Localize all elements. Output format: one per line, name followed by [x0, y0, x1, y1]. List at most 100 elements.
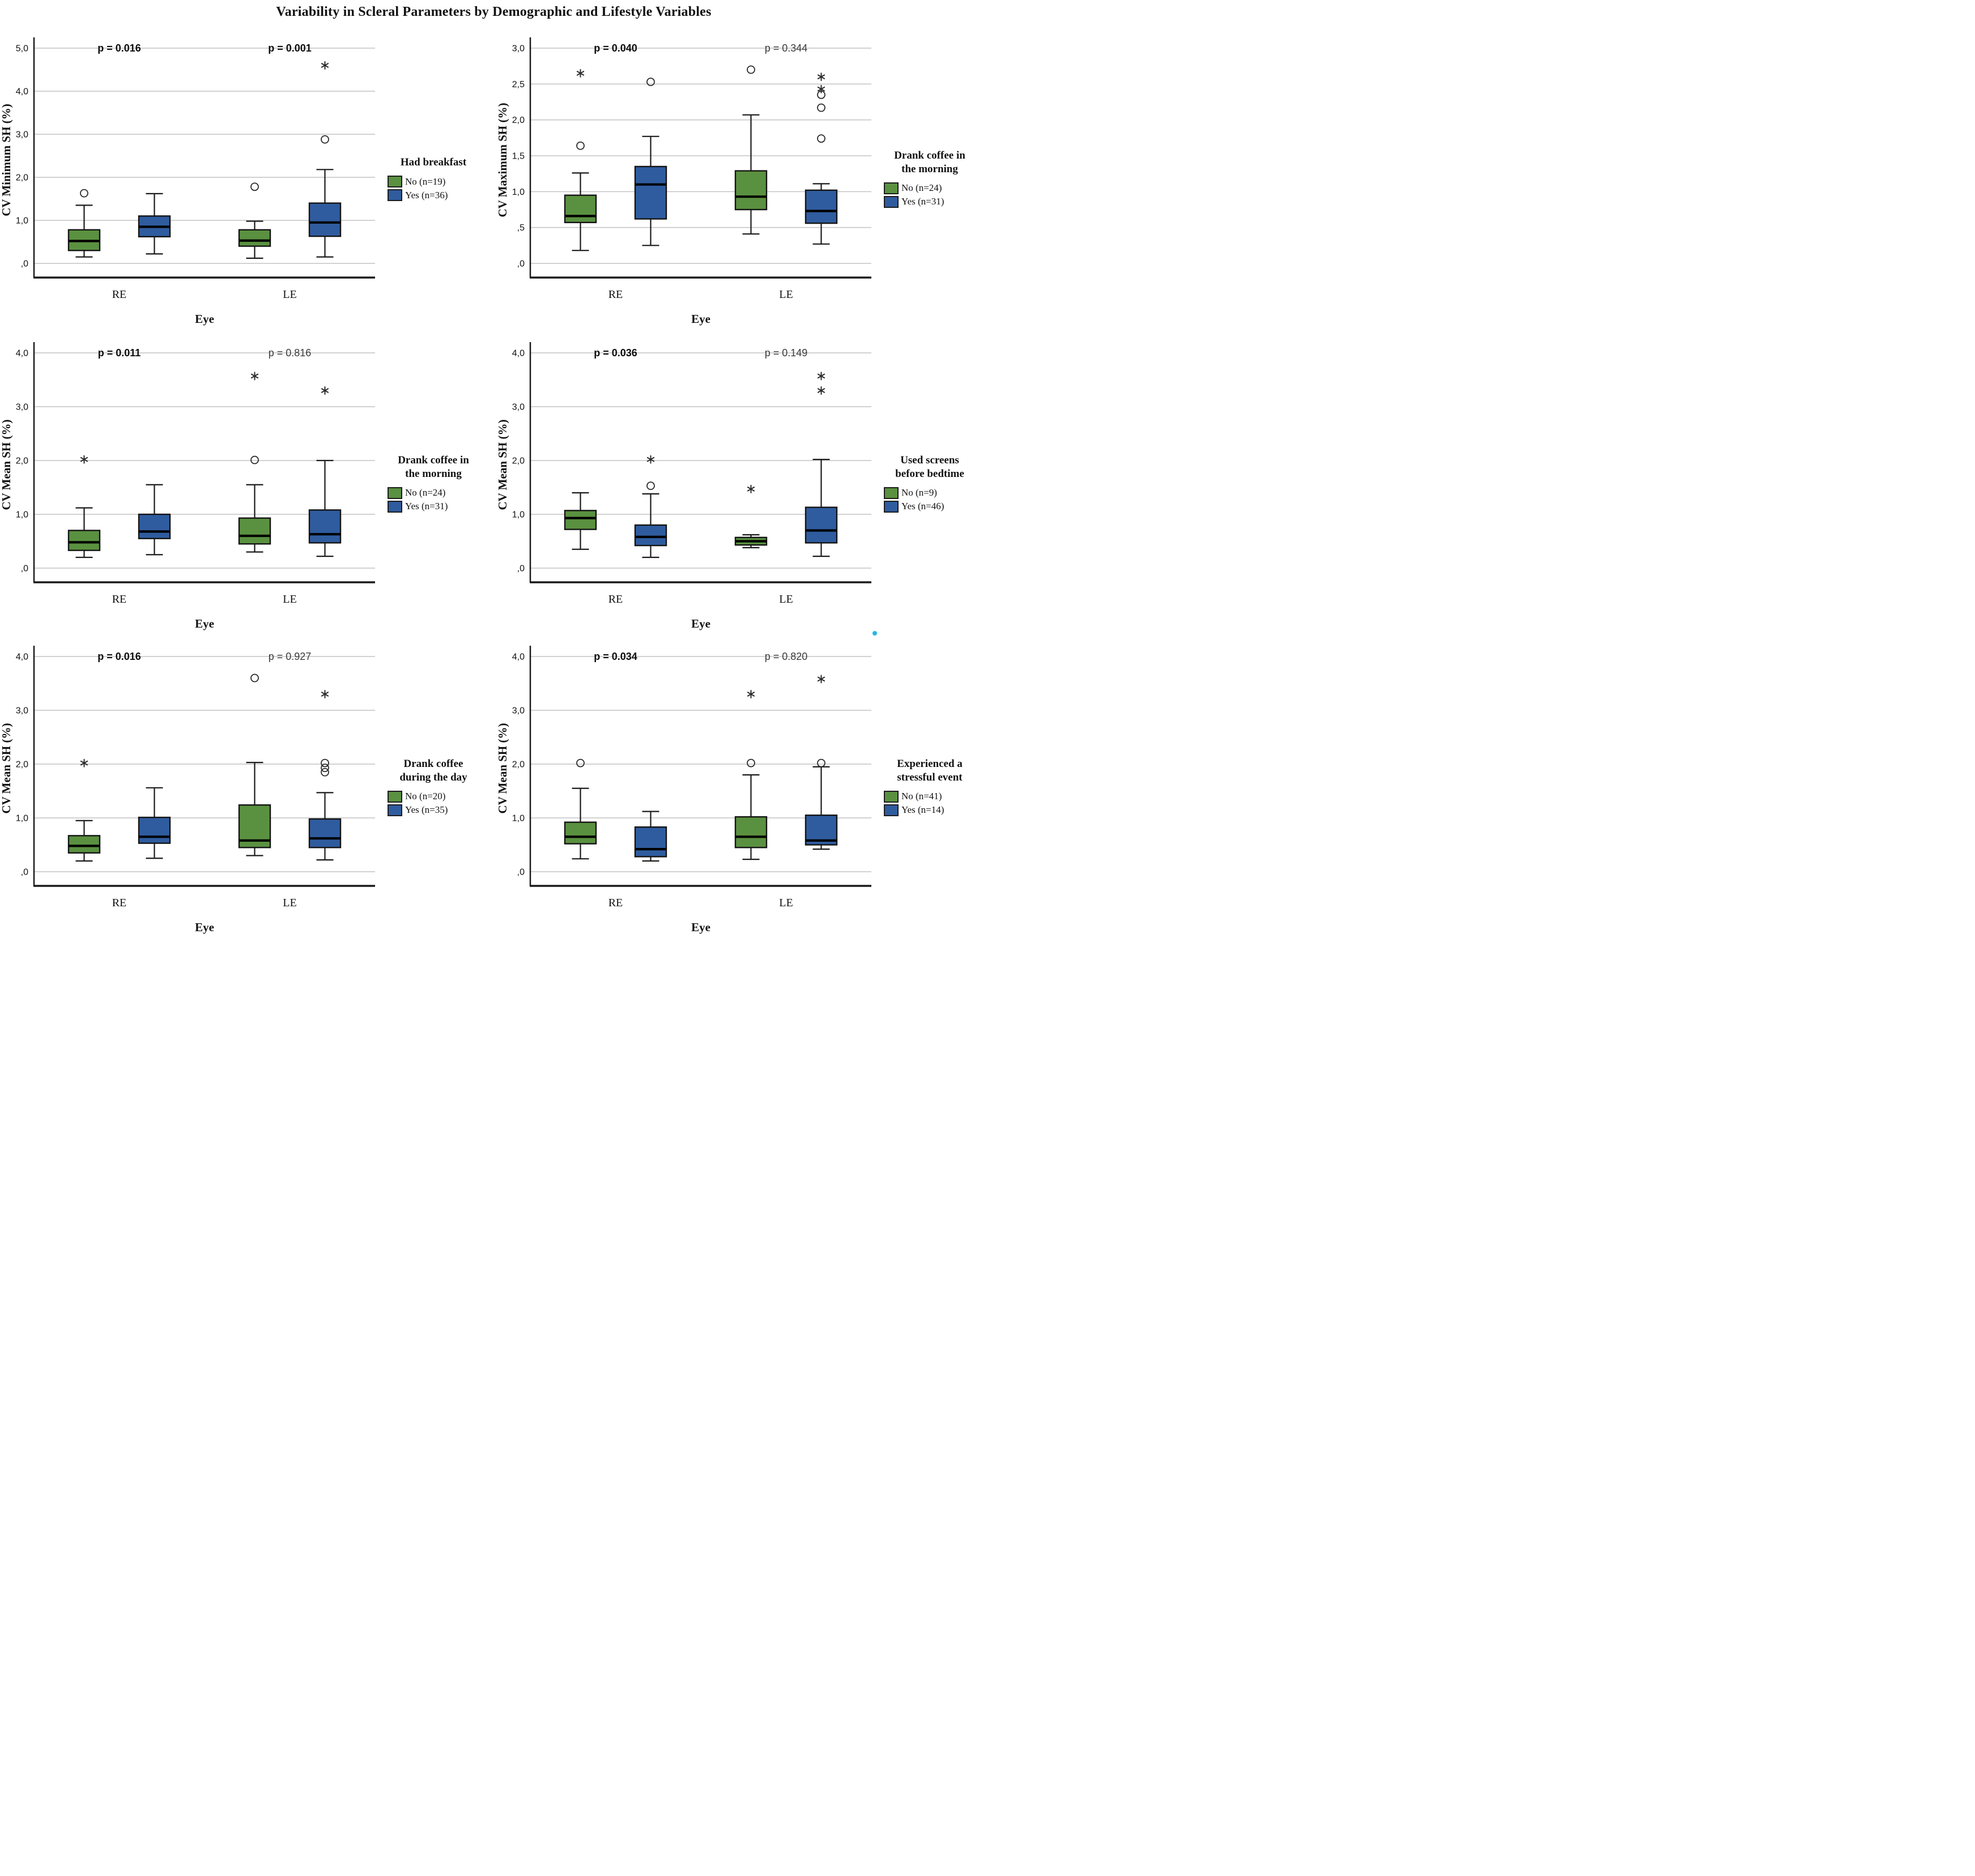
box-RE-No	[564, 194, 597, 223]
legend-title: Drank coffee during the day	[399, 758, 467, 783]
legend-swatch-yes-icon	[388, 189, 402, 202]
legend-item-yes: Yes (n=35)	[388, 804, 448, 816]
y-tick-label: 2,5	[512, 80, 525, 89]
y-tick-label: 1,0	[512, 187, 525, 197]
legend-item-yes: Yes (n=36)	[388, 189, 448, 202]
legend-label-yes: Yes (n=46)	[901, 501, 944, 512]
legend-swatch-yes-icon	[884, 804, 899, 816]
legend-item-yes: Yes (n=46)	[884, 500, 944, 513]
box-LE-Yes	[308, 509, 342, 544]
legend-title: Drank coffee in the morning	[398, 454, 469, 480]
y-tick-label: 1,0	[512, 510, 525, 520]
outlier-star-icon	[321, 388, 329, 393]
y-tick-label: 1,0	[16, 510, 28, 520]
outlier-circle-icon	[321, 764, 329, 773]
outlier-star-icon	[321, 63, 329, 68]
y-tick-label: 5,0	[16, 44, 28, 54]
y-tick-label: ,0	[517, 259, 525, 269]
box-LE-Yes	[805, 506, 838, 544]
y-tick-label: 2,0	[16, 457, 28, 466]
y-axis-title: CV Mean SH (%)	[0, 419, 13, 510]
outlier-star-icon	[576, 71, 585, 76]
outlier-star-icon	[80, 457, 88, 462]
legend-label-no: No (n=24)	[405, 487, 446, 498]
y-tick-label: 2,0	[512, 457, 525, 466]
y-tick-label: 3,0	[512, 44, 525, 54]
legend-title: Used screens before bedtime	[895, 454, 964, 480]
y-axis-title: CV Mean SH (%)	[496, 419, 509, 510]
box-LE-Yes	[805, 189, 838, 224]
outlier-circle-icon	[80, 189, 88, 198]
outlier-circle-icon	[321, 135, 329, 144]
box-RE-No	[67, 530, 101, 551]
p-value-label: p = 0.149	[765, 347, 808, 359]
legend-title: Experienced a stressful event	[897, 758, 963, 783]
p-value-label: p = 0.016	[97, 651, 141, 662]
y-axis-title: CV Mean SH (%)	[0, 723, 13, 813]
outlier-circle-icon	[747, 65, 755, 74]
legend-title: Drank coffee in the morning	[894, 150, 965, 175]
y-tick-label: ,5	[517, 223, 525, 233]
panel-coffee-morning-maximum: ,0 ,5 1,0 1,5 2,0 2,5 3,0 CV Maximum SH (%) p = …	[496, 26, 988, 331]
boxplot-stressful-event: ,0 1,0 2,0 3,0 4,0 CV Mean SH (%) p = 0.034 p =…	[496, 646, 871, 934]
y-tick-label: 1,0	[16, 814, 28, 824]
legend-coffee-day: Drank coffee during the day No (n=20) Ye…	[380, 757, 487, 816]
outlier-circle-icon	[250, 182, 259, 191]
stray-cyan-dot	[872, 631, 877, 636]
legend-item-yes: Yes (n=14)	[884, 804, 944, 816]
legend-item-no: No (n=9)	[884, 487, 944, 499]
legend-title: Had breakfast	[400, 156, 467, 168]
y-tick-label: ,0	[21, 564, 28, 574]
x-tick-label: LE	[779, 288, 793, 301]
x-tick-label: RE	[112, 897, 127, 909]
outlier-star-icon	[817, 86, 825, 92]
x-axis-title: Eye	[691, 312, 710, 326]
legend-label-no: No (n=24)	[901, 182, 942, 194]
legend-label-no: No (n=19)	[405, 176, 446, 187]
legend-item-no: No (n=24)	[388, 487, 448, 499]
legend-item-no: No (n=19)	[388, 176, 448, 188]
outlier-star-icon	[817, 74, 825, 79]
x-tick-label: LE	[283, 288, 296, 301]
x-tick-label: RE	[112, 593, 127, 606]
y-tick-label: 3,0	[16, 130, 28, 140]
boxplot-coffee-day: ,0 1,0 2,0 3,0 4,0 CV Mean SH (%) p = 0.016 p =…	[0, 646, 375, 934]
panel-stressful-event: ,0 1,0 2,0 3,0 4,0 CV Mean SH (%) p = 0.034 p =…	[496, 636, 988, 938]
outlier-circle-icon	[817, 758, 825, 768]
legend-swatch-yes-icon	[388, 804, 402, 816]
outlier-circle-icon	[321, 768, 329, 777]
box-LE-Yes	[308, 202, 342, 237]
x-tick-label: LE	[779, 897, 793, 909]
outlier-circle-icon	[576, 758, 585, 768]
legend-swatch-no-icon	[884, 487, 899, 499]
legend-swatch-no-icon	[388, 487, 402, 499]
outlier-circle-icon	[646, 78, 655, 86]
y-tick-label: ,0	[517, 564, 525, 574]
p-value-label: p = 0.820	[765, 651, 808, 662]
y-tick-label: 2,0	[16, 173, 28, 183]
box-LE-No	[238, 229, 271, 247]
x-tick-label: RE	[112, 288, 127, 301]
p-value-label: p = 0.001	[268, 42, 312, 54]
x-tick-label: RE	[608, 288, 623, 301]
box-RE-Yes	[138, 513, 171, 539]
outlier-circle-icon	[817, 103, 825, 112]
x-axis-title: Eye	[691, 920, 710, 934]
y-tick-label: 4,0	[512, 349, 525, 359]
y-tick-label: 4,0	[512, 653, 525, 662]
outlier-circle-icon	[250, 673, 259, 683]
y-tick-label: ,0	[21, 259, 28, 269]
legend-item-no: No (n=41)	[884, 790, 944, 803]
p-value-label: p = 0.016	[97, 42, 141, 54]
legend-had-breakfast: Had breakfast No (n=19) Yes (n=36)	[380, 156, 487, 202]
x-tick-label: LE	[283, 593, 296, 606]
legend-label-no: No (n=41)	[901, 791, 942, 802]
outlier-circle-icon	[250, 455, 259, 464]
legend-swatch-yes-icon	[388, 500, 402, 513]
y-tick-label: 3,0	[16, 706, 28, 716]
p-value-label: p = 0.011	[98, 347, 141, 359]
box-RE-No	[67, 835, 101, 854]
outlier-circle-icon	[817, 134, 825, 143]
legend-label-yes: Yes (n=14)	[901, 804, 944, 816]
p-value-label: p = 0.816	[269, 347, 312, 359]
